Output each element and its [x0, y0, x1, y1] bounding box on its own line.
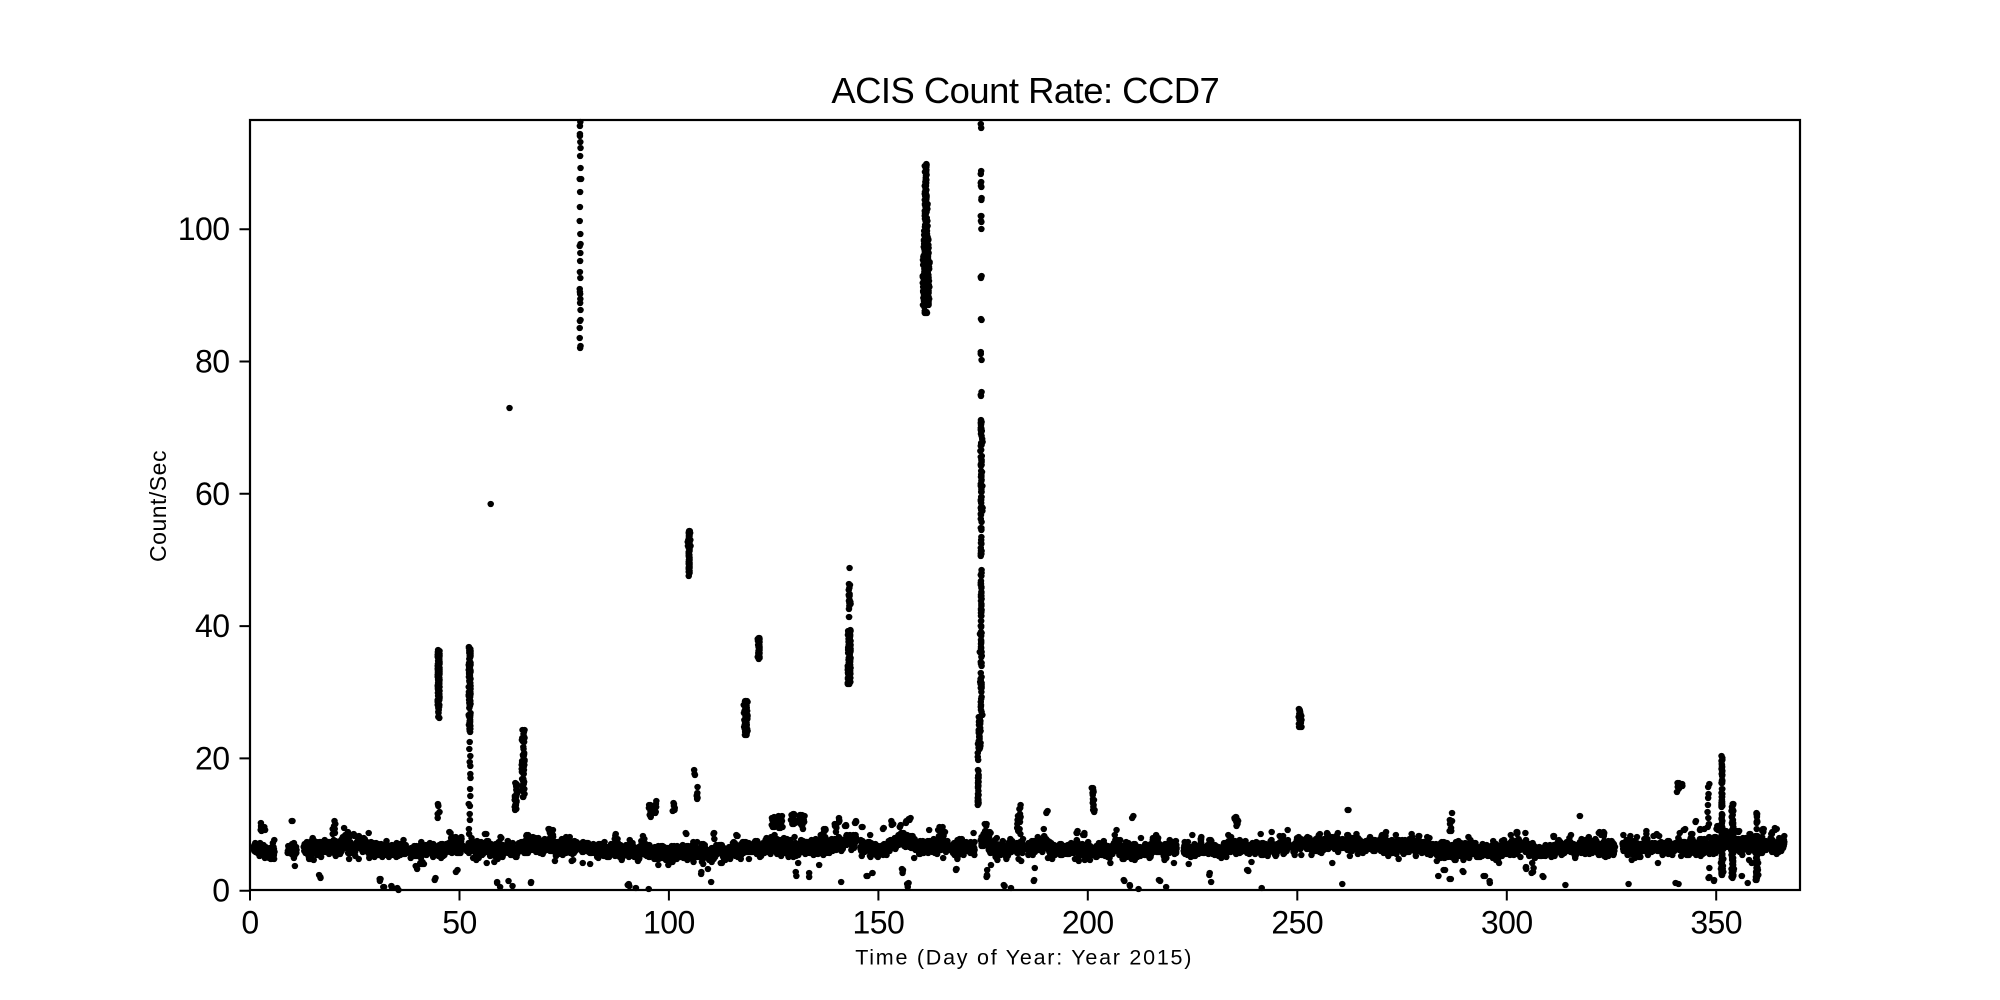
svg-text:40: 40 [195, 608, 230, 644]
svg-text:350: 350 [1690, 905, 1742, 941]
svg-text:80: 80 [195, 344, 230, 380]
svg-text:Time (Day of Year: Year 2015): Time (Day of Year: Year 2015) [855, 946, 1193, 970]
svg-text:50: 50 [442, 905, 477, 941]
svg-text:20: 20 [195, 740, 230, 776]
svg-text:100: 100 [178, 211, 230, 247]
svg-text:100: 100 [643, 905, 695, 941]
svg-text:200: 200 [1062, 905, 1114, 941]
svg-text:ACIS Count Rate: CCD7: ACIS Count Rate: CCD7 [831, 70, 1219, 111]
svg-text:0: 0 [212, 873, 229, 909]
svg-text:250: 250 [1271, 905, 1323, 941]
svg-text:0: 0 [241, 905, 258, 941]
svg-text:150: 150 [853, 905, 905, 941]
svg-text:60: 60 [195, 476, 230, 512]
svg-text:Count/Sec: Count/Sec [145, 450, 171, 562]
svg-text:300: 300 [1481, 905, 1533, 941]
